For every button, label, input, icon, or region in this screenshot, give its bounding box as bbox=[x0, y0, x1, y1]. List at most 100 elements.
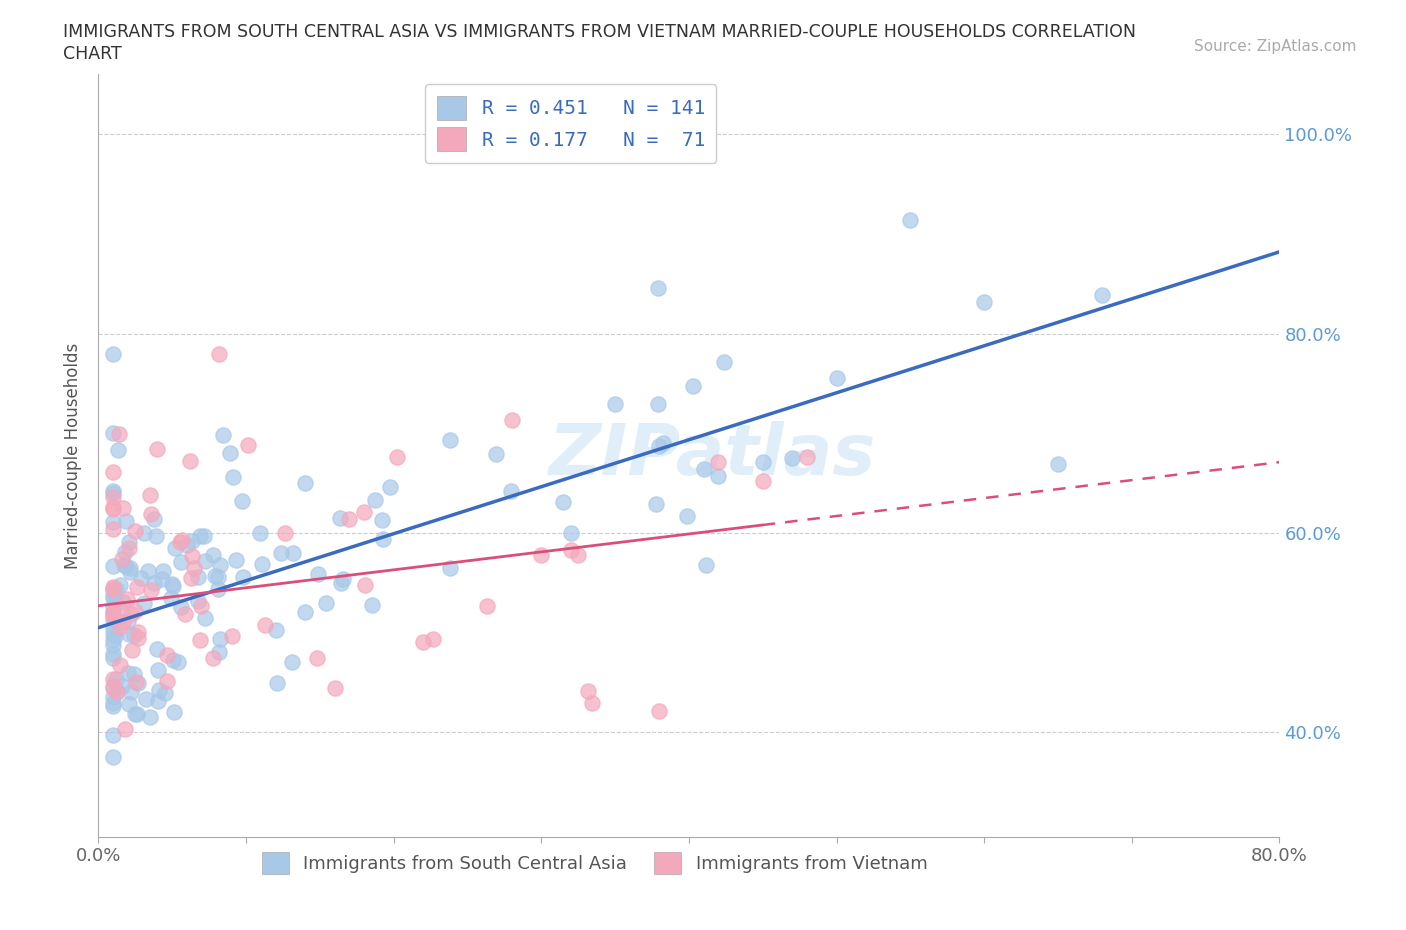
Point bbox=[193, 529, 215, 544]
Point bbox=[796, 449, 818, 464]
Text: IMMIGRANTS FROM SOUTH CENTRAL ASIA VS IMMIGRANTS FROM VIETNAM MARRIED-COUPLE HOU: IMMIGRANTS FROM SOUTH CENTRAL ASIA VS IM… bbox=[63, 23, 1136, 41]
Point bbox=[105, 685, 128, 700]
Point bbox=[307, 566, 329, 581]
Point bbox=[231, 494, 253, 509]
Point bbox=[208, 346, 231, 361]
Point bbox=[103, 588, 125, 603]
Point bbox=[647, 281, 669, 296]
Point bbox=[156, 647, 179, 662]
Point bbox=[103, 499, 125, 514]
Point bbox=[139, 582, 162, 597]
Point bbox=[180, 571, 202, 586]
Point bbox=[305, 651, 328, 666]
Point bbox=[900, 212, 922, 227]
Point bbox=[187, 593, 209, 608]
Point bbox=[115, 559, 138, 574]
Point bbox=[675, 508, 697, 523]
Point bbox=[103, 627, 125, 642]
Point bbox=[752, 455, 775, 470]
Point bbox=[484, 446, 506, 461]
Point bbox=[105, 671, 128, 686]
Point bbox=[188, 632, 211, 647]
Point bbox=[208, 557, 231, 572]
Point bbox=[103, 698, 125, 713]
Point bbox=[122, 666, 145, 681]
Point bbox=[107, 426, 129, 441]
Point bbox=[202, 650, 225, 665]
Point bbox=[501, 413, 523, 428]
Y-axis label: Married-couple Households: Married-couple Households bbox=[65, 342, 83, 569]
Point bbox=[110, 620, 132, 635]
Point bbox=[112, 557, 135, 572]
Point bbox=[364, 493, 387, 508]
Point bbox=[103, 484, 125, 498]
Point bbox=[103, 632, 125, 647]
Point bbox=[530, 547, 553, 562]
Point bbox=[249, 525, 271, 540]
Point bbox=[170, 599, 193, 614]
Point bbox=[111, 594, 134, 609]
Point bbox=[108, 578, 131, 592]
Point bbox=[125, 674, 148, 689]
Point bbox=[110, 604, 132, 618]
Point bbox=[682, 379, 704, 393]
Point bbox=[219, 446, 242, 461]
Point bbox=[103, 600, 125, 615]
Point bbox=[652, 436, 675, 451]
Point bbox=[266, 676, 288, 691]
Point bbox=[181, 534, 204, 549]
Point bbox=[152, 564, 174, 578]
Point bbox=[127, 580, 149, 595]
Point bbox=[190, 598, 212, 613]
Point bbox=[118, 535, 141, 550]
Point bbox=[120, 684, 142, 699]
Point bbox=[127, 631, 149, 645]
Point bbox=[264, 623, 287, 638]
Point bbox=[103, 679, 125, 694]
Point bbox=[274, 525, 297, 540]
Point bbox=[412, 635, 434, 650]
Point bbox=[644, 497, 666, 512]
Point bbox=[422, 632, 444, 647]
Point bbox=[707, 455, 730, 470]
Point bbox=[782, 450, 804, 465]
Point bbox=[103, 485, 125, 500]
Point bbox=[169, 555, 191, 570]
Point bbox=[103, 501, 125, 516]
Point bbox=[104, 629, 127, 644]
Point bbox=[136, 564, 159, 578]
Point bbox=[107, 442, 129, 457]
Point bbox=[121, 643, 143, 658]
Point bbox=[103, 582, 125, 597]
Point bbox=[124, 604, 146, 618]
Point bbox=[103, 611, 125, 626]
Point bbox=[104, 594, 127, 609]
Point bbox=[221, 629, 243, 644]
Point bbox=[166, 655, 188, 670]
Point bbox=[361, 597, 384, 612]
Point bbox=[560, 525, 582, 540]
Point bbox=[180, 549, 202, 564]
Point bbox=[695, 557, 717, 572]
Point bbox=[146, 641, 169, 656]
Point bbox=[148, 683, 170, 698]
Point bbox=[142, 576, 165, 591]
Point bbox=[111, 551, 134, 566]
Point bbox=[165, 540, 187, 555]
Point bbox=[194, 553, 217, 568]
Point bbox=[475, 598, 498, 613]
Point bbox=[142, 512, 165, 526]
Point bbox=[207, 570, 229, 585]
Point bbox=[103, 579, 125, 594]
Point bbox=[707, 469, 730, 484]
Point bbox=[103, 489, 125, 504]
Point bbox=[125, 707, 148, 722]
Point bbox=[139, 506, 162, 521]
Point bbox=[647, 397, 669, 412]
Text: Source: ZipAtlas.com: Source: ZipAtlas.com bbox=[1194, 39, 1357, 54]
Point bbox=[209, 631, 232, 646]
Point bbox=[103, 611, 125, 626]
Point bbox=[353, 578, 375, 592]
Point bbox=[560, 542, 582, 557]
Point bbox=[236, 437, 259, 452]
